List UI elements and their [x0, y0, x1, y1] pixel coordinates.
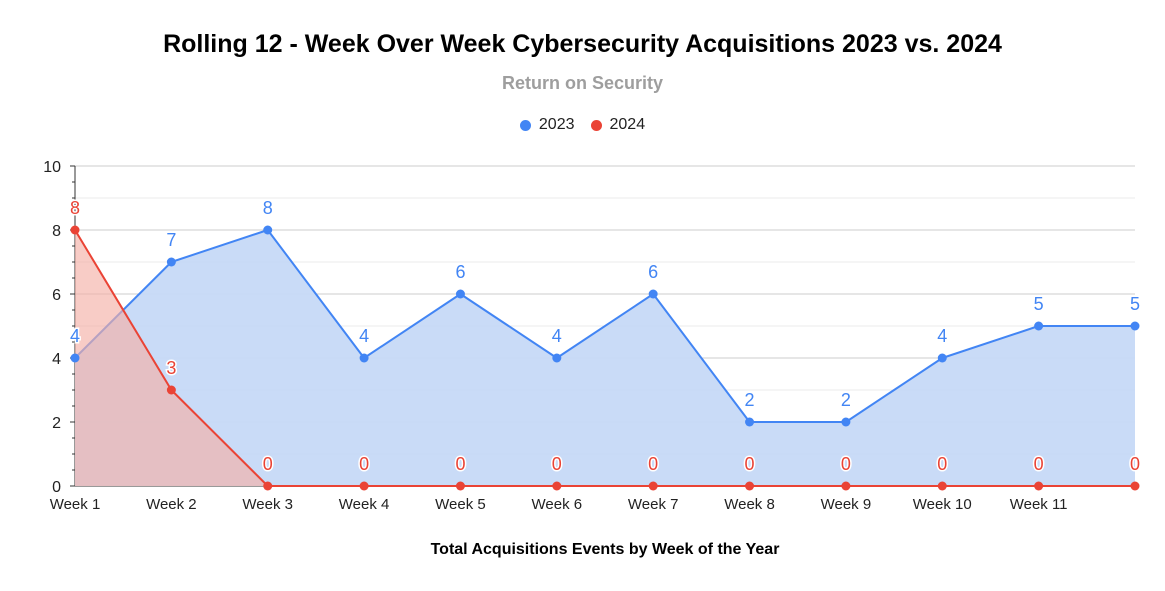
data-point-2024	[70, 225, 80, 235]
data-point-2024	[455, 481, 465, 491]
legend-label-2024: 2024	[609, 116, 646, 133]
data-label-2024: 0	[359, 454, 369, 474]
data-label-2024: 3	[166, 358, 176, 378]
legend-marker-2023	[519, 119, 531, 131]
data-point-2024	[648, 481, 658, 491]
y-tick-label: 8	[52, 223, 61, 240]
data-point-2024	[166, 385, 176, 395]
data-label-2023: 2	[745, 390, 755, 410]
data-label-2023: 2	[841, 390, 851, 410]
series-line-2024	[74, 229, 1135, 487]
data-label-2023: 4	[359, 326, 369, 346]
data-point-2023	[552, 353, 562, 363]
data-label-2023: 4	[552, 326, 562, 346]
series-area-2024	[75, 230, 1135, 486]
data-label-2023: 8	[263, 198, 273, 218]
chart-subtitle: Return on Security	[501, 73, 664, 93]
data-point-2024	[359, 481, 369, 491]
data-label-2023: 5	[1130, 294, 1140, 314]
x-tick-label: Week 5	[435, 496, 486, 513]
chart-legend: 2023 2024	[0, 116, 1165, 134]
series-line-2023	[74, 229, 1135, 423]
data-label-2023: 6	[455, 262, 465, 282]
data-point-2023	[745, 417, 755, 427]
data-point-2024	[841, 481, 851, 491]
data-label-2024: 0	[263, 454, 273, 474]
data-point-2023	[166, 257, 176, 267]
legend-marker-2024	[590, 119, 602, 131]
data-point-2024	[1034, 481, 1044, 491]
data-label-2024: 0	[937, 454, 947, 474]
data-point-2024	[745, 481, 755, 491]
data-point-2024	[937, 481, 947, 491]
data-point-2023	[1130, 321, 1140, 331]
data-point-2023	[455, 289, 465, 299]
data-label-2024: 0	[745, 454, 755, 474]
data-point-2023	[841, 417, 851, 427]
data-point-2024	[552, 481, 562, 491]
data-point-2023	[937, 353, 947, 363]
x-tick-label: Week 1	[50, 496, 101, 513]
x-tick-label: Week 8	[724, 496, 775, 513]
data-label-2023: 4	[70, 326, 80, 346]
x-tick-label: Week 10	[913, 496, 972, 513]
x-tick-label: Week 7	[628, 496, 679, 513]
data-label-2023: 4	[937, 326, 947, 346]
data-point-2023	[70, 353, 80, 363]
legend-item-2024[interactable]: 2024	[590, 116, 646, 134]
x-tick-label: Week 6	[532, 496, 583, 513]
chart-title: Rolling 12 - Week Over Week Cybersecurit…	[163, 30, 1002, 58]
data-point-2023	[1034, 321, 1044, 331]
x-tick-label: Week 9	[821, 496, 872, 513]
legend-item-2023[interactable]: 2023	[519, 116, 575, 134]
x-tick-label: Week 4	[339, 496, 390, 513]
x-tick-label: Week 2	[146, 496, 197, 513]
x-tick-label: Week 3	[242, 496, 293, 513]
data-point-2023	[263, 225, 273, 235]
x-axis-label: Total Acquisitions Events by Week of the…	[430, 541, 780, 558]
y-tick-label: 10	[43, 159, 61, 176]
legend-label-2023: 2023	[538, 116, 575, 133]
data-label-2024: 0	[455, 454, 465, 474]
series-area-2023	[75, 230, 1135, 486]
y-tick-label: 2	[52, 415, 61, 432]
data-label-2024: 0	[552, 454, 562, 474]
data-label-2024: 0	[648, 454, 658, 474]
data-point-2024	[1130, 481, 1140, 491]
x-tick-label: Week 11	[1010, 496, 1068, 513]
data-label-2023: 6	[648, 262, 658, 282]
data-label-2024: 0	[841, 454, 851, 474]
data-label-2023: 5	[1034, 294, 1044, 314]
data-point-2023	[359, 353, 369, 363]
data-label-2024: 0	[1034, 454, 1044, 474]
data-label-2024: 0	[1130, 454, 1140, 474]
data-label-2024: 8	[70, 198, 80, 218]
y-tick-label: 4	[52, 351, 61, 368]
y-tick-label: 6	[52, 287, 61, 304]
y-tick-label: 0	[52, 479, 61, 496]
data-point-2023	[648, 289, 658, 299]
data-label-2023: 7	[166, 230, 176, 250]
data-point-2024	[263, 481, 273, 491]
